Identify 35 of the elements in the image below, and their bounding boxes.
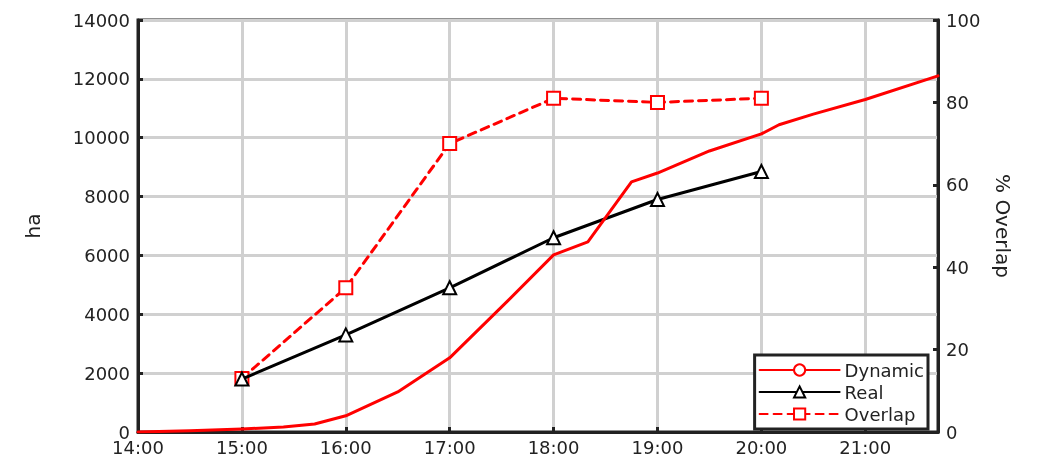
x-tick-label: 19:00 bbox=[631, 436, 684, 458]
y-tick-label: 10000 bbox=[72, 127, 130, 149]
y2-tick-label: 0 bbox=[946, 421, 958, 443]
point bbox=[546, 90, 562, 106]
y-axis-title: ha bbox=[21, 213, 45, 239]
y-tick-label: 4000 bbox=[84, 303, 130, 325]
y2-tick-label: 60 bbox=[946, 174, 969, 196]
point bbox=[338, 327, 354, 343]
y-tick-label: 2000 bbox=[84, 362, 130, 384]
y2-tick-label: 20 bbox=[946, 339, 969, 361]
y2-tick-label: 100 bbox=[946, 9, 981, 31]
y-tick-label: 8000 bbox=[84, 186, 130, 208]
x-tick-label: 18:00 bbox=[527, 436, 580, 458]
legend-label: Dynamic bbox=[844, 359, 925, 381]
x-tick-label: 17:00 bbox=[423, 436, 476, 458]
y2-tick-label: 80 bbox=[946, 91, 969, 113]
y2-axis-title: % Overlap bbox=[991, 174, 1015, 278]
y-tick-label: 14000 bbox=[72, 9, 130, 31]
y-tick-label: 12000 bbox=[72, 68, 130, 90]
point bbox=[649, 192, 665, 208]
x-tick-label: 15:00 bbox=[215, 436, 268, 458]
y-tick-label: 6000 bbox=[84, 244, 130, 266]
legend-label: Real bbox=[844, 381, 884, 403]
point bbox=[753, 90, 769, 106]
legend-label: Overlap bbox=[844, 403, 916, 425]
point bbox=[338, 280, 354, 296]
point bbox=[442, 280, 458, 296]
x-tick-label: 20:00 bbox=[735, 436, 788, 458]
point bbox=[649, 94, 665, 110]
x-tick-label: 16:00 bbox=[319, 436, 372, 458]
point bbox=[442, 136, 458, 152]
x-tick-label: 21:00 bbox=[839, 436, 892, 458]
point bbox=[753, 164, 769, 180]
y2-tick-label: 40 bbox=[946, 256, 969, 278]
point bbox=[546, 230, 562, 246]
